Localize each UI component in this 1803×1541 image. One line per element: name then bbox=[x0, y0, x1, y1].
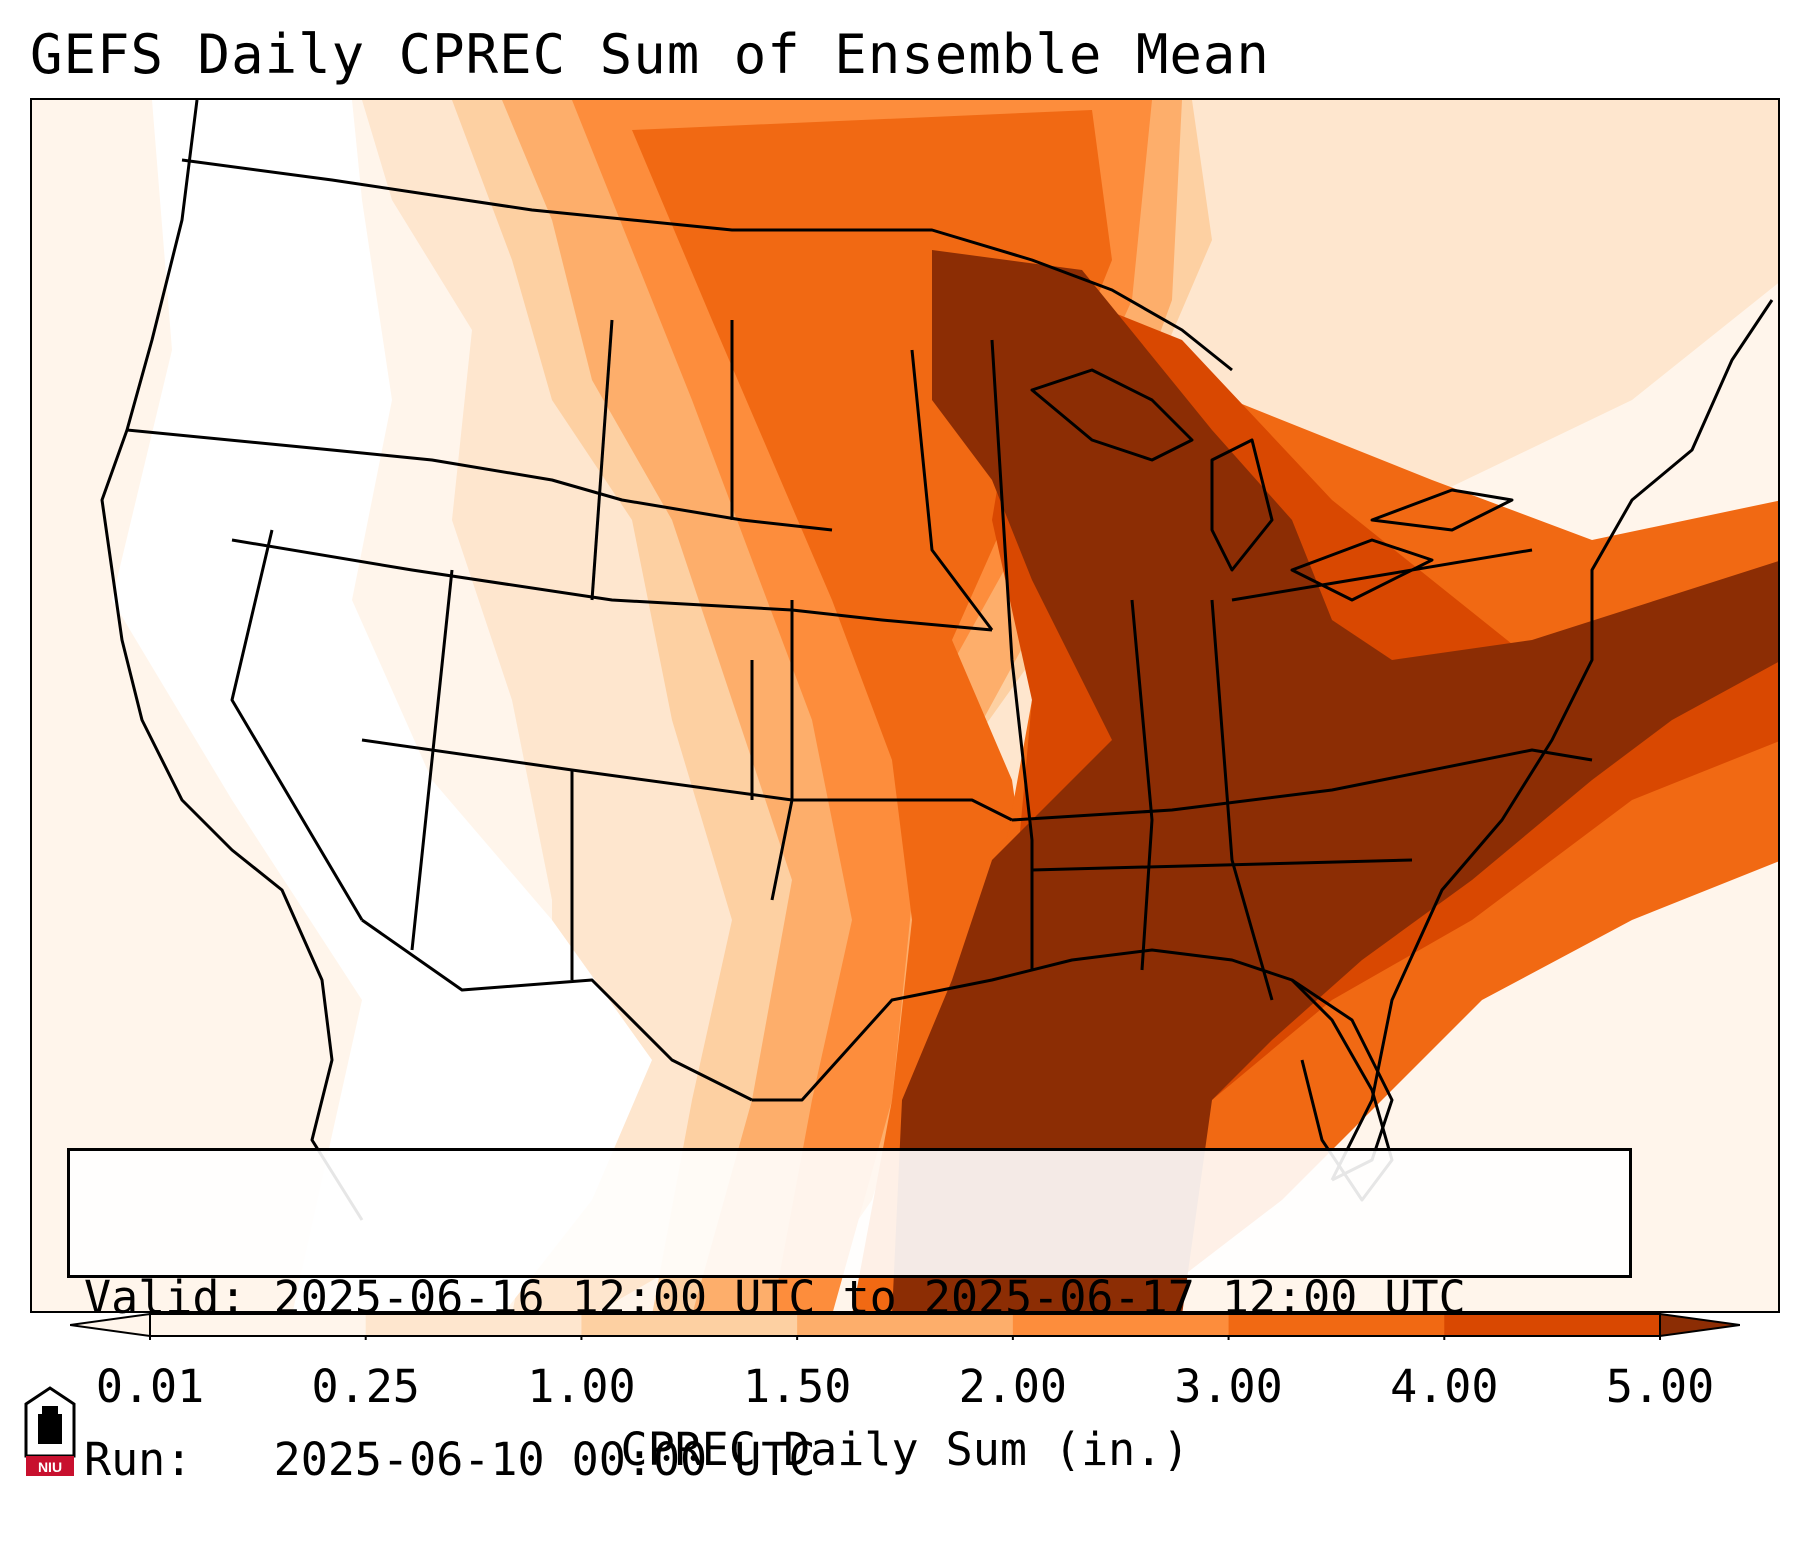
colorbar-tick-label: 0.25 bbox=[311, 1360, 420, 1413]
run-time-text: Run: 2025-06-10 00:00 UTC bbox=[84, 1433, 816, 1486]
niu-seal-icon: NIU bbox=[24, 1386, 76, 1476]
colorbar-outline bbox=[149, 1313, 1661, 1337]
state-line bbox=[910, 349, 994, 631]
colorbar-segment bbox=[581, 1314, 798, 1336]
valid-run-info-box: Valid: 2025-06-16 12:00 UTC to 2025-06-1… bbox=[67, 1148, 1632, 1486]
colorbar-extend-max bbox=[1659, 1312, 1740, 1338]
logo-tower bbox=[42, 1406, 58, 1416]
pacific-coastline bbox=[100, 100, 364, 1221]
colorbar-tick-label: 5.00 bbox=[1605, 1360, 1715, 1413]
state-line bbox=[231, 538, 993, 632]
state-line bbox=[1011, 748, 1593, 822]
precip-zone-max bbox=[892, 250, 1778, 1311]
precip-zone-dry bbox=[32, 100, 362, 1311]
state-line bbox=[1231, 548, 1533, 602]
state-boundaries bbox=[100, 100, 1774, 1221]
logo-banner bbox=[26, 1456, 74, 1476]
colorbar-segment bbox=[150, 1314, 367, 1336]
colorbar-tick-label: 0.01 bbox=[95, 1360, 205, 1413]
colorbar-tick-label: 3.00 bbox=[1174, 1360, 1283, 1413]
colorbar-segment bbox=[365, 1314, 582, 1336]
state-line bbox=[1210, 599, 1274, 1001]
colorbar-tick-label: 2.00 bbox=[958, 1360, 1068, 1413]
state-line bbox=[1031, 858, 1413, 872]
colorbar-tick-label: 1.00 bbox=[527, 1360, 636, 1413]
colorbar-label: CPREC Daily Sum (in.) bbox=[620, 1423, 1190, 1476]
state-line bbox=[126, 428, 833, 532]
state-line bbox=[990, 339, 1034, 970]
precip-map bbox=[30, 98, 1780, 1313]
colorbar-tick-label: 1.50 bbox=[742, 1360, 852, 1413]
colorbar-extend-min bbox=[70, 1312, 151, 1338]
canada-border bbox=[181, 158, 1233, 372]
colorbar-segment bbox=[1444, 1314, 1661, 1336]
map-title: GEFS Daily CPREC Sum of Ensemble Mean bbox=[30, 23, 1270, 86]
great-lake bbox=[1030, 368, 1194, 462]
logo-building bbox=[38, 1414, 62, 1444]
state-line bbox=[770, 600, 794, 901]
state-line bbox=[1130, 599, 1154, 971]
colorbar-tick-label: 4.00 bbox=[1390, 1360, 1499, 1413]
great-lake bbox=[1290, 538, 1434, 602]
great-lake bbox=[1370, 488, 1514, 532]
colorbar-segment bbox=[1012, 1314, 1230, 1336]
logo-text: NIU bbox=[38, 1459, 62, 1475]
state-line bbox=[230, 529, 364, 921]
atlantic-coastline bbox=[1330, 299, 1774, 1181]
gulf-coastline bbox=[752, 948, 1394, 1182]
colorbar-segment bbox=[797, 1314, 1014, 1336]
state-line bbox=[410, 569, 454, 951]
map-canvas bbox=[32, 100, 1778, 1311]
great-lake bbox=[1210, 438, 1274, 572]
colorbar-segment bbox=[1228, 1314, 1445, 1336]
state-line bbox=[590, 319, 614, 601]
colorbar bbox=[70, 1312, 1740, 1340]
mexico-border bbox=[361, 918, 753, 1102]
precip-field bbox=[32, 100, 1778, 1311]
